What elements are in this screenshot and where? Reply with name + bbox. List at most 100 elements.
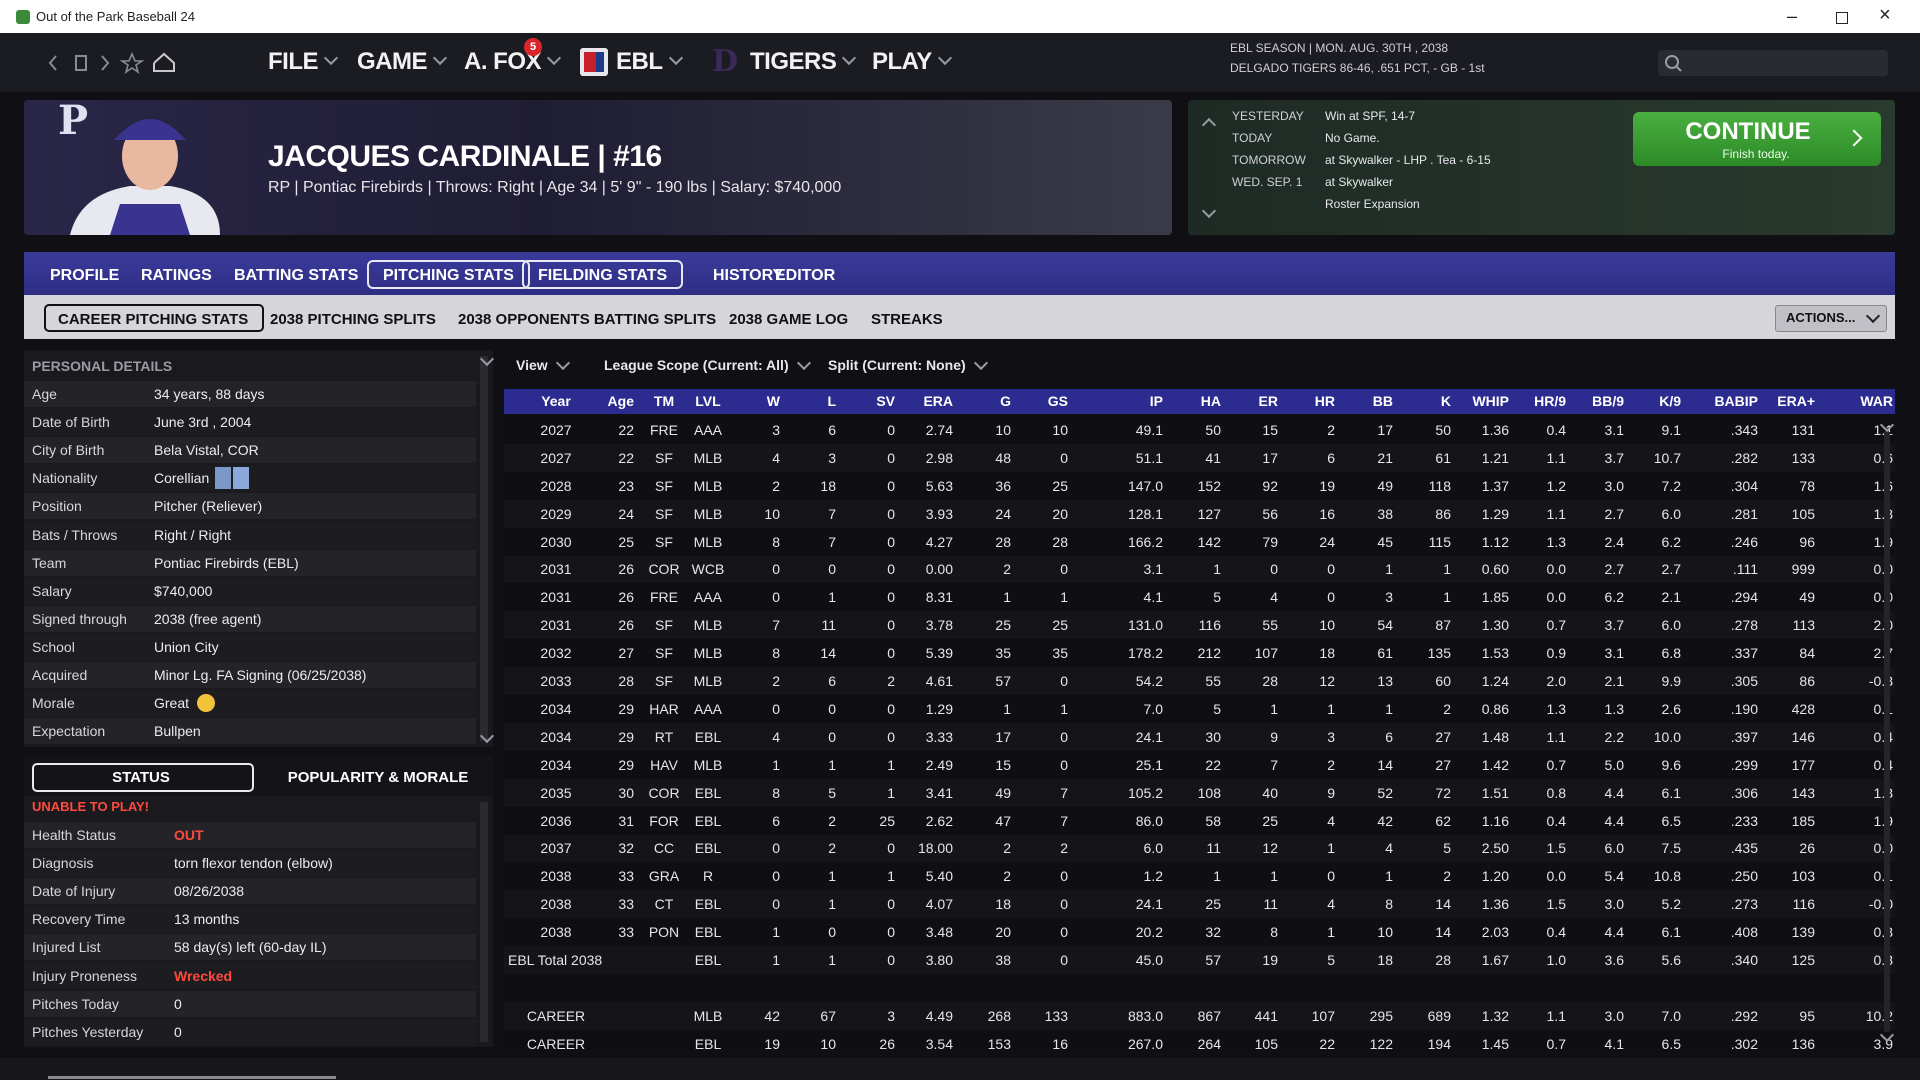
column-header[interactable]: ER [1258,393,1278,409]
table-cell: 41 [1205,449,1221,466]
column-header[interactable]: HA [1200,393,1221,409]
status-row [24,850,476,877]
table-cell: .343 [1730,421,1758,438]
table-cell: 8.31 [925,589,953,606]
column-header[interactable]: W [766,393,780,409]
column-header[interactable]: BB [1372,393,1393,409]
table-cell: 2027 [540,421,572,438]
search-box[interactable] [1658,50,1888,76]
minimize-button[interactable]: – [1787,6,1798,26]
tab[interactable]: PROFILE [50,267,120,284]
table-cell: 1.21 [1481,449,1509,466]
table-row [504,1001,1895,1030]
table-cell: 6.0 [1604,840,1624,857]
column-header[interactable]: BABIP [1714,393,1758,409]
table-cell: 18 [1377,952,1393,969]
subtab[interactable]: 2038 GAME LOG [729,311,849,328]
column-header[interactable]: ERA+ [1777,393,1815,409]
table-cell: 105 [1254,1035,1278,1050]
table-cell: 0 [887,924,895,941]
status-label: Diagnosis [32,855,94,872]
table-cell: .282 [1730,449,1758,466]
tab[interactable]: PITCHING STATS [383,267,514,284]
nav-menu[interactable]: GAME [357,48,428,75]
table-row [504,527,1895,556]
column-header[interactable]: HR/9 [1534,393,1566,409]
status-tab[interactable]: STATUS [112,769,170,786]
table-cell: 428 [1791,700,1815,717]
column-header[interactable]: Year [541,393,571,409]
schedule-value: at Skywalker - LHP . Tea - 6-15 [1325,153,1491,167]
actions-button[interactable] [1775,305,1887,332]
subtab[interactable]: 2038 OPPONENTS BATTING SPLITS [458,311,717,328]
column-header[interactable]: K [1440,393,1451,409]
nav-menu[interactable]: FILE [268,48,319,75]
column-header[interactable]: TM [653,393,675,409]
table-cell: 6.2 [1661,533,1681,550]
scrollbar [480,356,488,741]
table-cell: 2.6 [1661,700,1681,717]
column-header[interactable]: L [827,393,836,409]
table-cell: 6.1 [1661,924,1681,941]
continue-button[interactable] [1633,112,1881,166]
table-cell: 16 [1319,505,1335,522]
tab[interactable]: RATINGS [141,267,212,284]
nav-menu[interactable]: PLAY [872,48,932,75]
detail-label: School [32,638,75,655]
tab[interactable]: BATTING STATS [234,267,359,284]
table-cell: 2 [1443,868,1451,885]
table-cell: GRA [648,868,680,885]
schedule-value: at Skywalker [1325,175,1394,189]
column-header[interactable]: G [1000,393,1011,409]
nav-menu[interactable]: TIGERS [750,48,837,75]
table-cell: 133 [1791,449,1815,466]
table-cell: 0 [887,645,895,662]
filter-dropdown[interactable]: View [516,357,548,373]
table-cell: 2 [772,477,780,494]
filter-dropdown[interactable]: League Scope (Current: All) [604,357,789,373]
column-header[interactable]: K/9 [1659,393,1681,409]
table-cell: .340 [1730,952,1758,969]
table-cell: 18 [820,477,836,494]
maximize-button[interactable] [1836,12,1848,24]
table-cell: 0.00 [925,561,953,578]
column-header[interactable]: IP [1149,393,1163,409]
filter-dropdown[interactable]: Split (Current: None) [828,357,966,373]
table-row [504,1029,1895,1050]
column-header[interactable]: LVL [695,393,721,409]
table-cell: 7 [1060,784,1068,801]
table-cell: 57 [1205,952,1221,969]
column-header[interactable]: Age [607,393,634,409]
status-tab[interactable]: POPULARITY & MORALE [287,769,469,786]
tab[interactable]: HISTORY [713,267,784,284]
table-cell: 136 [1791,1035,1815,1050]
column-header[interactable]: BB/9 [1592,393,1624,409]
column-header[interactable]: ERA [923,393,953,409]
table-cell: 1.3 [1493,502,1893,526]
tab[interactable]: EDITOR [775,267,836,284]
tab[interactable]: FIELDING STATS [538,267,668,284]
column-header[interactable]: SV [876,393,895,409]
nav-bar [0,33,1920,92]
table-cell: 0 [887,840,895,857]
subtab[interactable]: 2038 PITCHING SPLITS [270,311,436,328]
subtab[interactable]: CAREER PITCHING STATS [58,311,249,328]
subtab[interactable]: STREAKS [871,311,943,328]
column-header[interactable]: WHIP [1472,393,1509,409]
table-cell: .246 [1730,533,1758,550]
column-header[interactable]: HR [1314,393,1335,409]
continue-label[interactable]: CONTINUE [1685,118,1811,145]
column-header[interactable]: WAR [1860,393,1893,409]
actions-label[interactable]: ACTIONS... [1786,310,1856,325]
nav-icons[interactable] [40,48,180,78]
table-cell: 33 [618,924,634,941]
table-cell: 7.0 [1661,1007,1681,1024]
column-header[interactable]: GS [1047,393,1068,409]
table-cell: 1.3 [1546,533,1566,550]
table-cell: 2.1 [1661,589,1681,606]
nav-menu[interactable]: EBL [616,48,663,75]
close-button[interactable]: × [1879,4,1891,26]
table-cell: 1 [1327,924,1335,941]
table-header [504,389,1895,414]
table-cell: 2.7 [1493,641,1893,665]
